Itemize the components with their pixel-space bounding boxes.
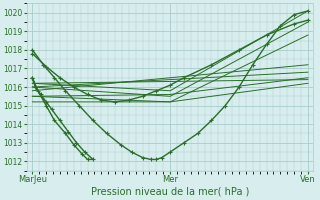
X-axis label: Pression niveau de la mer( hPa ): Pression niveau de la mer( hPa ): [91, 187, 249, 197]
